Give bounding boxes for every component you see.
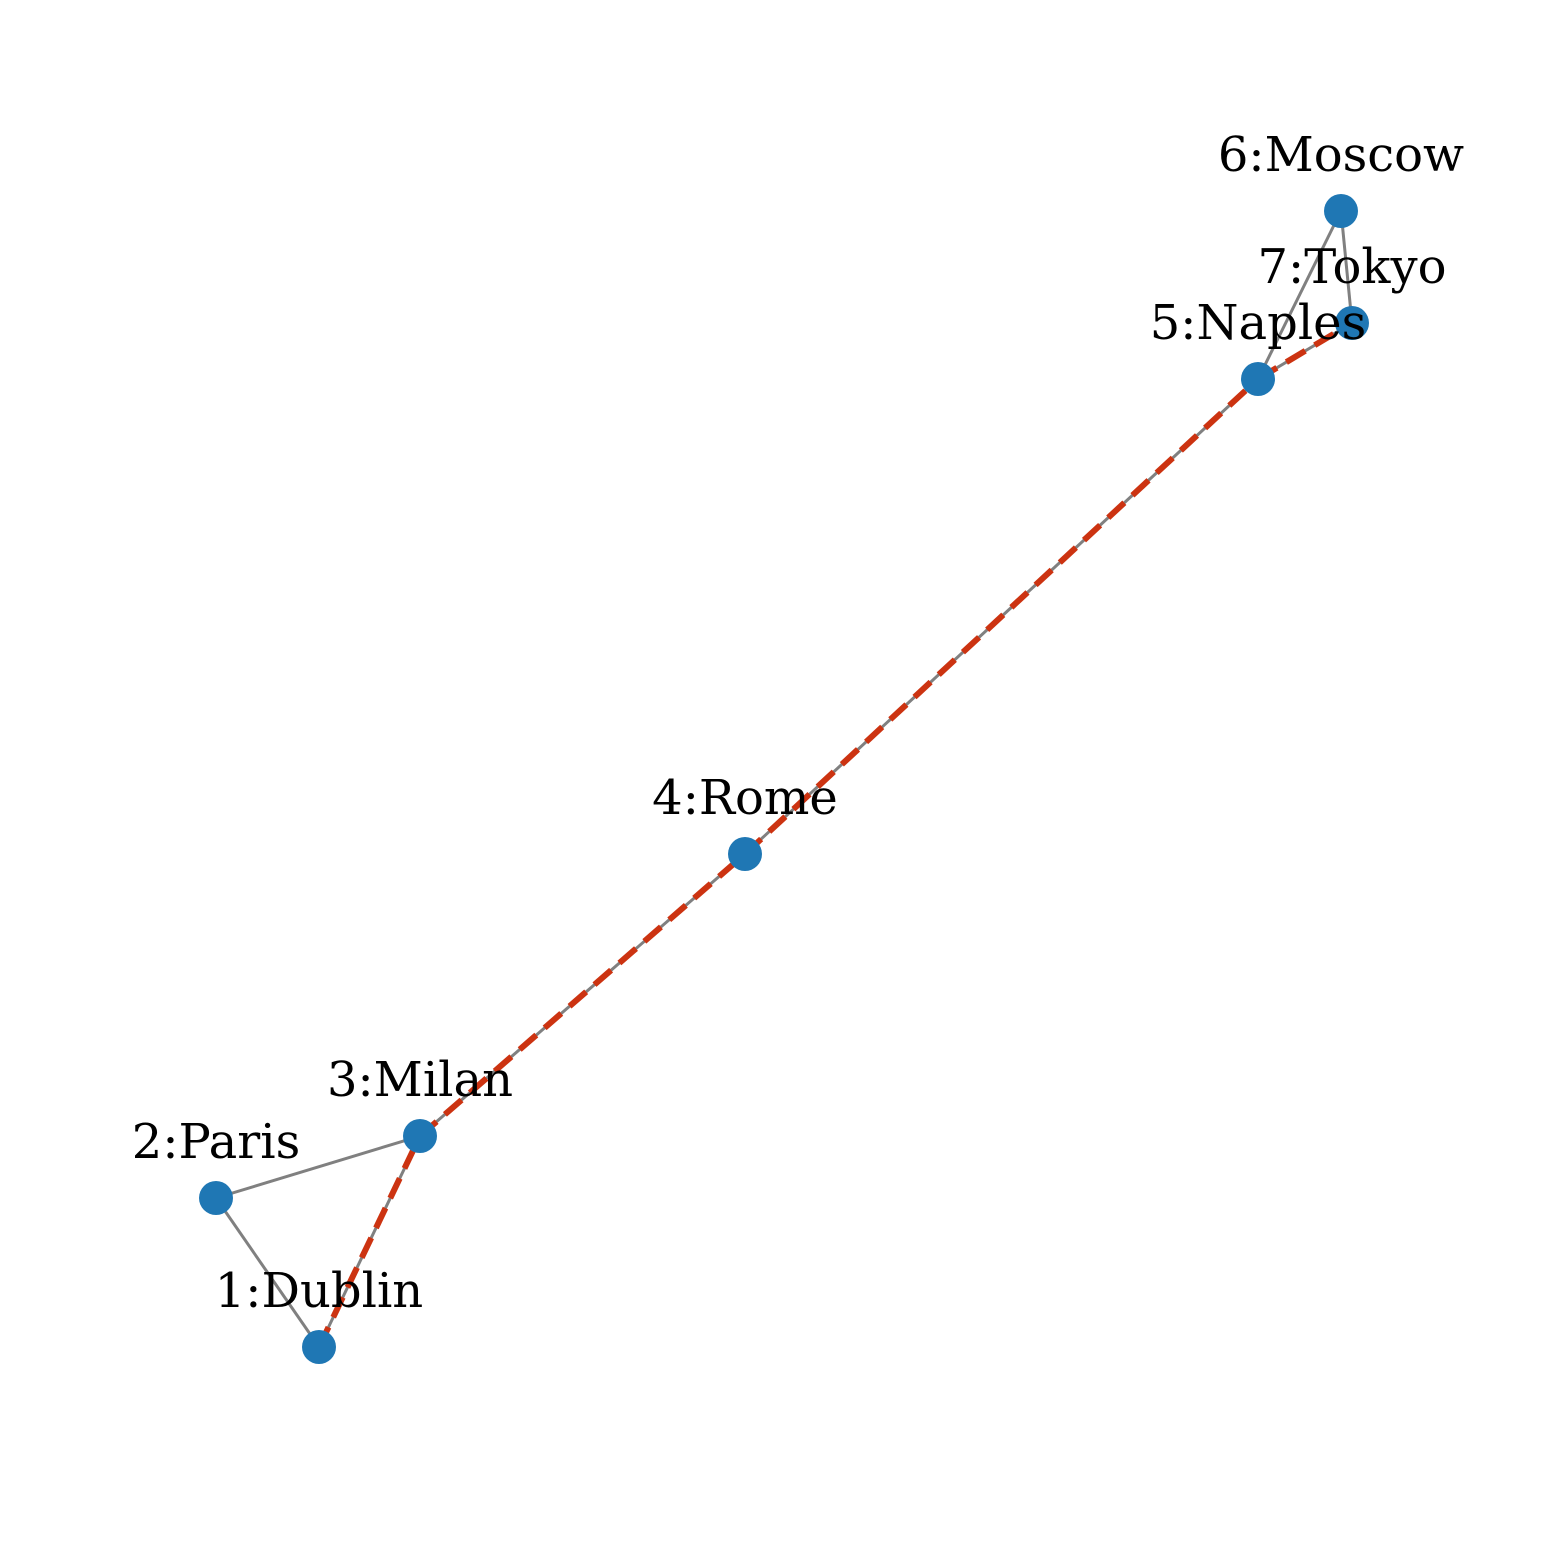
- node-6[interactable]: [1324, 194, 1358, 228]
- node-3[interactable]: [403, 1119, 437, 1153]
- node-label-tokyo: 7:Tokyo: [1258, 239, 1447, 295]
- path-segment-4-5: [742, 376, 1261, 857]
- node-1[interactable]: [302, 1330, 336, 1364]
- labels-layer: 1:Dublin 2:Paris 3:Milan 4:Rome 5:Naples…: [132, 127, 1464, 1319]
- node-7[interactable]: [1335, 306, 1369, 340]
- node-label-moscow: 6:Moscow: [1218, 127, 1464, 183]
- node-label-rome: 4:Rome: [652, 770, 838, 826]
- node-5[interactable]: [1241, 362, 1275, 396]
- node-label-milan: 3:Milan: [327, 1052, 513, 1108]
- node-label-dublin: 1:Dublin: [215, 1263, 423, 1319]
- edge-2-3: [215, 1134, 421, 1200]
- nodes-layer: [199, 194, 1369, 1364]
- node-2[interactable]: [199, 1181, 233, 1215]
- path-segment-1-3: [316, 1134, 423, 1349]
- node-label-paris: 2:Paris: [132, 1114, 300, 1170]
- edge-6-7: [1339, 210, 1354, 324]
- path-segment-5-7: [1256, 320, 1354, 382]
- node-4[interactable]: [728, 837, 762, 871]
- highlighted-path-layer: [316, 320, 1354, 1349]
- edge-5-6: [1256, 210, 1343, 380]
- path-segment-3-4: [418, 851, 747, 1139]
- node-label-naples: 5:Naples: [1150, 295, 1366, 351]
- edge-1-2: [214, 1197, 321, 1348]
